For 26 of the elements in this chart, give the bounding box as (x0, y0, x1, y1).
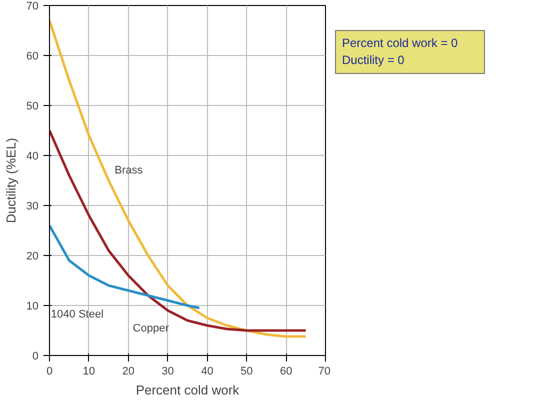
series-label: Copper (132, 322, 170, 334)
x-tick-label: 20 (122, 366, 134, 378)
line-series (50, 129, 308, 332)
x-axis-title: Percent cold work (136, 382, 240, 398)
line-series (50, 19, 308, 338)
x-tick-label: 60 (280, 366, 292, 378)
text: Percent cold work = 0 (342, 36, 458, 50)
series-label: Brass (114, 164, 144, 176)
y-tick-label: 0 (32, 350, 39, 362)
x-tick-label: 10 (82, 366, 96, 378)
y-tick-label: 60 (26, 50, 39, 62)
y-tick-label: 20 (26, 250, 39, 262)
x-tick-label: 30 (162, 366, 174, 378)
line-series (50, 224, 201, 310)
y-tick-label: 30 (26, 200, 39, 212)
y-tick-label: 10 (26, 300, 39, 312)
x-tick-label: 0 (46, 366, 53, 378)
x-tick-label: 70 (318, 366, 331, 378)
text: 1040 Steel (50, 308, 104, 320)
x-tick-label: 50 (240, 366, 253, 378)
text: Ductility = 0 (342, 53, 404, 68)
y-tick-label: 70 (26, 0, 39, 12)
y-tick-label: 40 (26, 150, 39, 162)
y-tick-label: 50 (26, 100, 39, 112)
x-tick-label: 40 (201, 366, 214, 378)
y-axis-title: Ductility (%EL) (3, 138, 18, 224)
